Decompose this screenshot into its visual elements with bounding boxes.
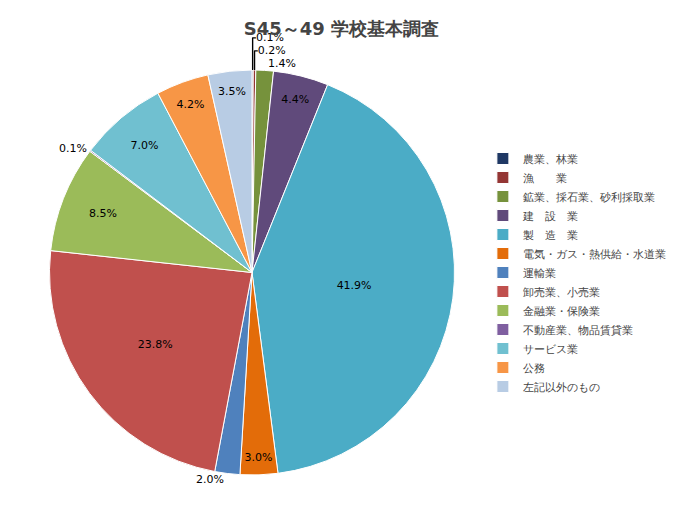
- svg-text:3.0%: 3.0%: [244, 451, 272, 464]
- svg-text:電気・ガス・熱供給・水道業: 電気・ガス・熱供給・水道業: [523, 248, 666, 261]
- svg-text:サービス業: サービス業: [523, 343, 578, 356]
- svg-text:23.8%: 23.8%: [138, 338, 173, 351]
- svg-text:不動産業、物品賃貸業: 不動産業、物品賃貸業: [523, 324, 633, 337]
- svg-text:41.9%: 41.9%: [337, 279, 372, 292]
- svg-text:鉱業、採石業、砂利採取業: 鉱業、採石業、砂利採取業: [523, 191, 655, 204]
- svg-text:1.4%: 1.4%: [268, 57, 296, 70]
- svg-text:0.1%: 0.1%: [59, 142, 87, 155]
- svg-text:3.5%: 3.5%: [218, 85, 246, 98]
- svg-text:製 造 業: 製 造 業: [523, 229, 578, 242]
- svg-text:4.4%: 4.4%: [281, 93, 309, 106]
- svg-text:金融業・保険業: 金融業・保険業: [523, 305, 600, 318]
- svg-text:0.1%: 0.1%: [256, 31, 284, 44]
- svg-text:0.2%: 0.2%: [258, 44, 286, 57]
- svg-text:7.0%: 7.0%: [131, 139, 159, 152]
- svg-text:卸売業、小売業: 卸売業、小売業: [523, 286, 600, 299]
- svg-text:2.0%: 2.0%: [196, 473, 224, 486]
- svg-text:農業、林業: 農業、林業: [523, 153, 578, 166]
- svg-text:4.2%: 4.2%: [176, 98, 204, 111]
- svg-text:漁 業: 漁 業: [523, 172, 567, 185]
- svg-text:建 設 業: 建 設 業: [522, 210, 578, 223]
- svg-text:S45～49 学校基本調査: S45～49 学校基本調査: [244, 18, 439, 39]
- svg-text:8.5%: 8.5%: [89, 207, 117, 220]
- svg-text:左記以外のもの: 左記以外のもの: [523, 381, 600, 394]
- svg-text:公務: 公務: [523, 362, 545, 375]
- svg-text:運輸業: 運輸業: [523, 267, 556, 280]
